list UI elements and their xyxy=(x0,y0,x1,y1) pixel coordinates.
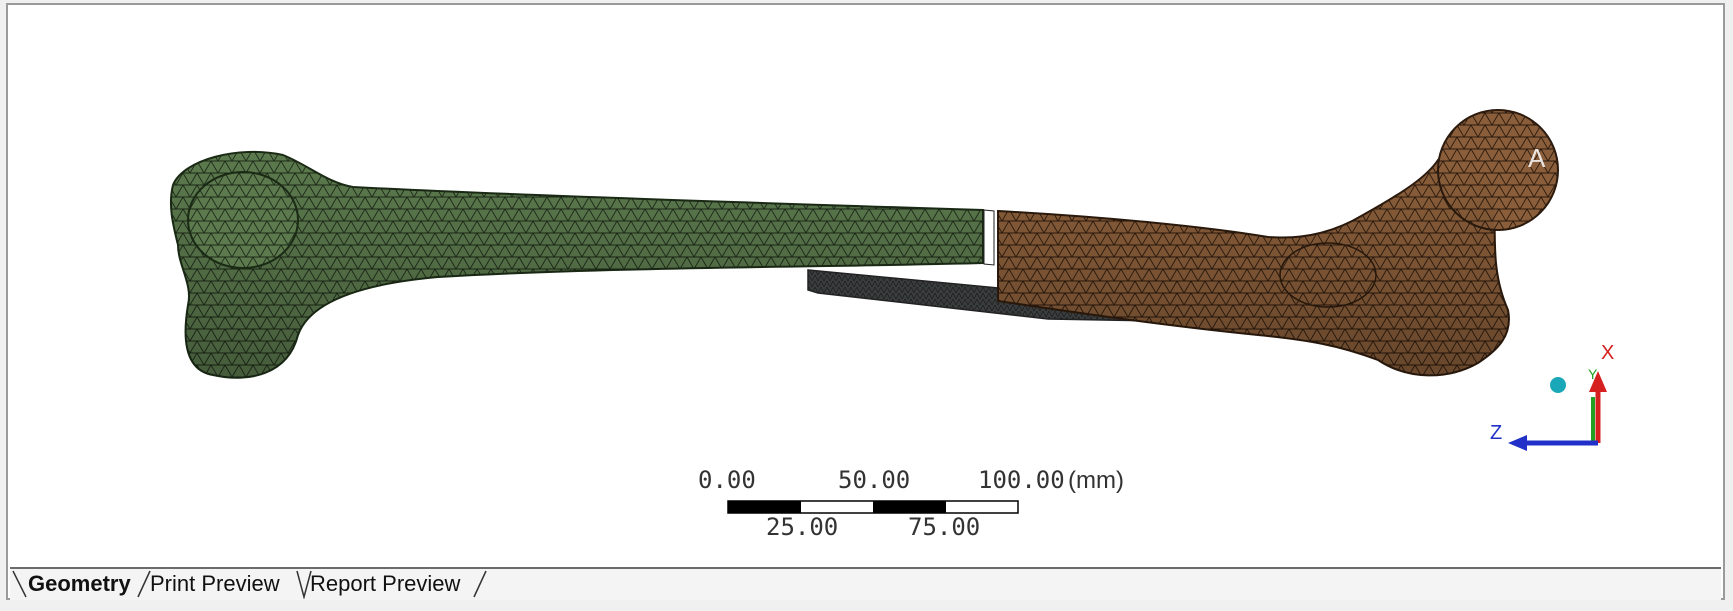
graphics-viewport[interactable]: A X Y Z 0.00 50.00 100.00 (mm) xyxy=(8,5,1723,565)
triad-origin-sphere[interactable] xyxy=(1550,377,1566,393)
coordinate-triad[interactable]: X Y Z xyxy=(1490,342,1614,451)
geometry-window: A X Y Z 0.00 50.00 100.00 (mm) xyxy=(6,3,1725,600)
scale-segment-3 xyxy=(873,501,946,513)
scale-label-100: 100.00 xyxy=(978,466,1065,494)
fracture-gap xyxy=(983,209,995,266)
tab-geometry[interactable]: Geometry xyxy=(28,571,131,596)
scale-unit: (mm) xyxy=(1068,467,1124,494)
scale-label-75: 75.00 xyxy=(908,513,980,541)
medial-condyle xyxy=(187,171,299,269)
tab-report-preview[interactable]: Report Preview xyxy=(310,571,461,596)
tab-separator xyxy=(12,570,27,598)
x-axis-label: X xyxy=(1601,342,1614,364)
z-axis-arrowhead xyxy=(1508,435,1527,451)
proximal-shading xyxy=(998,160,1509,376)
distal-shading xyxy=(170,151,983,378)
tab-print-preview[interactable]: Print Preview xyxy=(150,571,280,596)
tab-separator xyxy=(296,570,312,599)
x-axis-arrowhead xyxy=(1589,371,1607,392)
scale-segment-1 xyxy=(728,501,801,513)
view-tab-bar: Geometry Print Preview Report Preview xyxy=(10,567,1721,600)
scale-label-0: 0.00 xyxy=(698,466,756,494)
model-canvas[interactable]: A X Y Z 0.00 50.00 100.00 (mm) xyxy=(8,5,1723,565)
z-axis-label: Z xyxy=(1490,422,1502,444)
scale-bar: 0.00 50.00 100.00 (mm) 25.00 75.00 xyxy=(698,466,1124,541)
y-axis-label: Y xyxy=(1588,366,1598,382)
watermark-fragment: A xyxy=(1528,143,1546,173)
scale-label-25: 25.00 xyxy=(766,513,838,541)
tab-separator xyxy=(137,570,151,598)
scale-label-50: 50.00 xyxy=(838,466,910,494)
tab-separator xyxy=(473,570,487,598)
